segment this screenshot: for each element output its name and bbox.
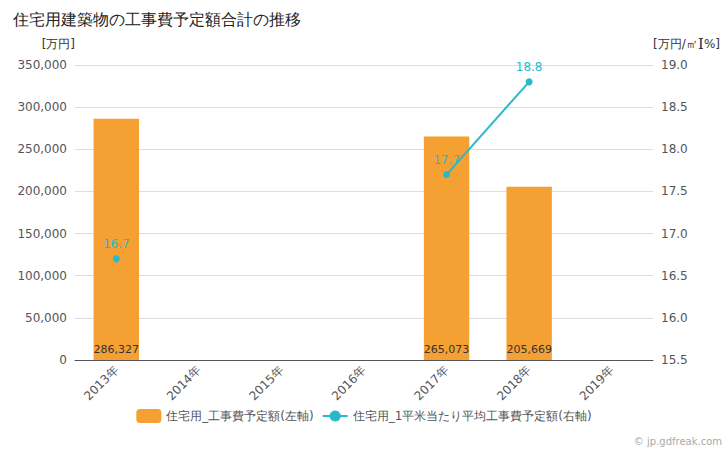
svg-text:2017年: 2017年	[412, 363, 452, 403]
svg-text:17.5: 17.5	[661, 184, 688, 198]
svg-text:2015年: 2015年	[246, 363, 286, 403]
svg-text:265,073: 265,073	[424, 343, 470, 356]
svg-text:16.5: 16.5	[661, 269, 688, 283]
svg-text:16.7: 16.7	[103, 237, 130, 251]
svg-text:15.5: 15.5	[661, 353, 688, 367]
svg-text:[万円]: [万円]	[42, 37, 75, 51]
svg-text:50,000: 50,000	[25, 311, 67, 325]
svg-text:2018年: 2018年	[494, 363, 534, 403]
svg-text:18.5: 18.5	[661, 100, 688, 114]
svg-text:200,000: 200,000	[17, 184, 67, 198]
svg-text:286,327: 286,327	[94, 343, 140, 356]
svg-text:18.8: 18.8	[516, 60, 543, 74]
svg-text:© jp.gdfreak.com: © jp.gdfreak.com	[634, 436, 722, 447]
svg-text:2013年: 2013年	[81, 363, 121, 403]
svg-text:2014年: 2014年	[164, 363, 204, 403]
svg-text:2016年: 2016年	[329, 363, 369, 403]
svg-text:19.0: 19.0	[661, 58, 688, 72]
svg-text:住宅用_1平米当たり平均工事費予定額(右軸): 住宅用_1平米当たり平均工事費予定額(右軸)	[352, 409, 592, 423]
svg-text:205,669: 205,669	[506, 343, 552, 356]
svg-text:100,000: 100,000	[17, 269, 67, 283]
svg-text:350,000: 350,000	[17, 58, 67, 72]
svg-text:18.0: 18.0	[661, 142, 688, 156]
svg-text:17.7: 17.7	[433, 153, 460, 167]
svg-text:0: 0	[59, 353, 67, 367]
svg-text:住宅用建築物の工事費予定額合計の推移: 住宅用建築物の工事費予定額合計の推移	[12, 10, 301, 29]
svg-text:16.0: 16.0	[661, 311, 688, 325]
svg-text:住宅用_工事費予定額(左軸): 住宅用_工事費予定額(左軸)	[165, 409, 313, 423]
svg-text:250,000: 250,000	[17, 142, 67, 156]
svg-text:17.0: 17.0	[661, 227, 688, 241]
svg-text:300,000: 300,000	[17, 100, 67, 114]
svg-text:2019年: 2019年	[577, 363, 617, 403]
svg-text:[万円/㎡]: [万円/㎡]	[653, 37, 702, 51]
svg-text:150,000: 150,000	[17, 227, 67, 241]
